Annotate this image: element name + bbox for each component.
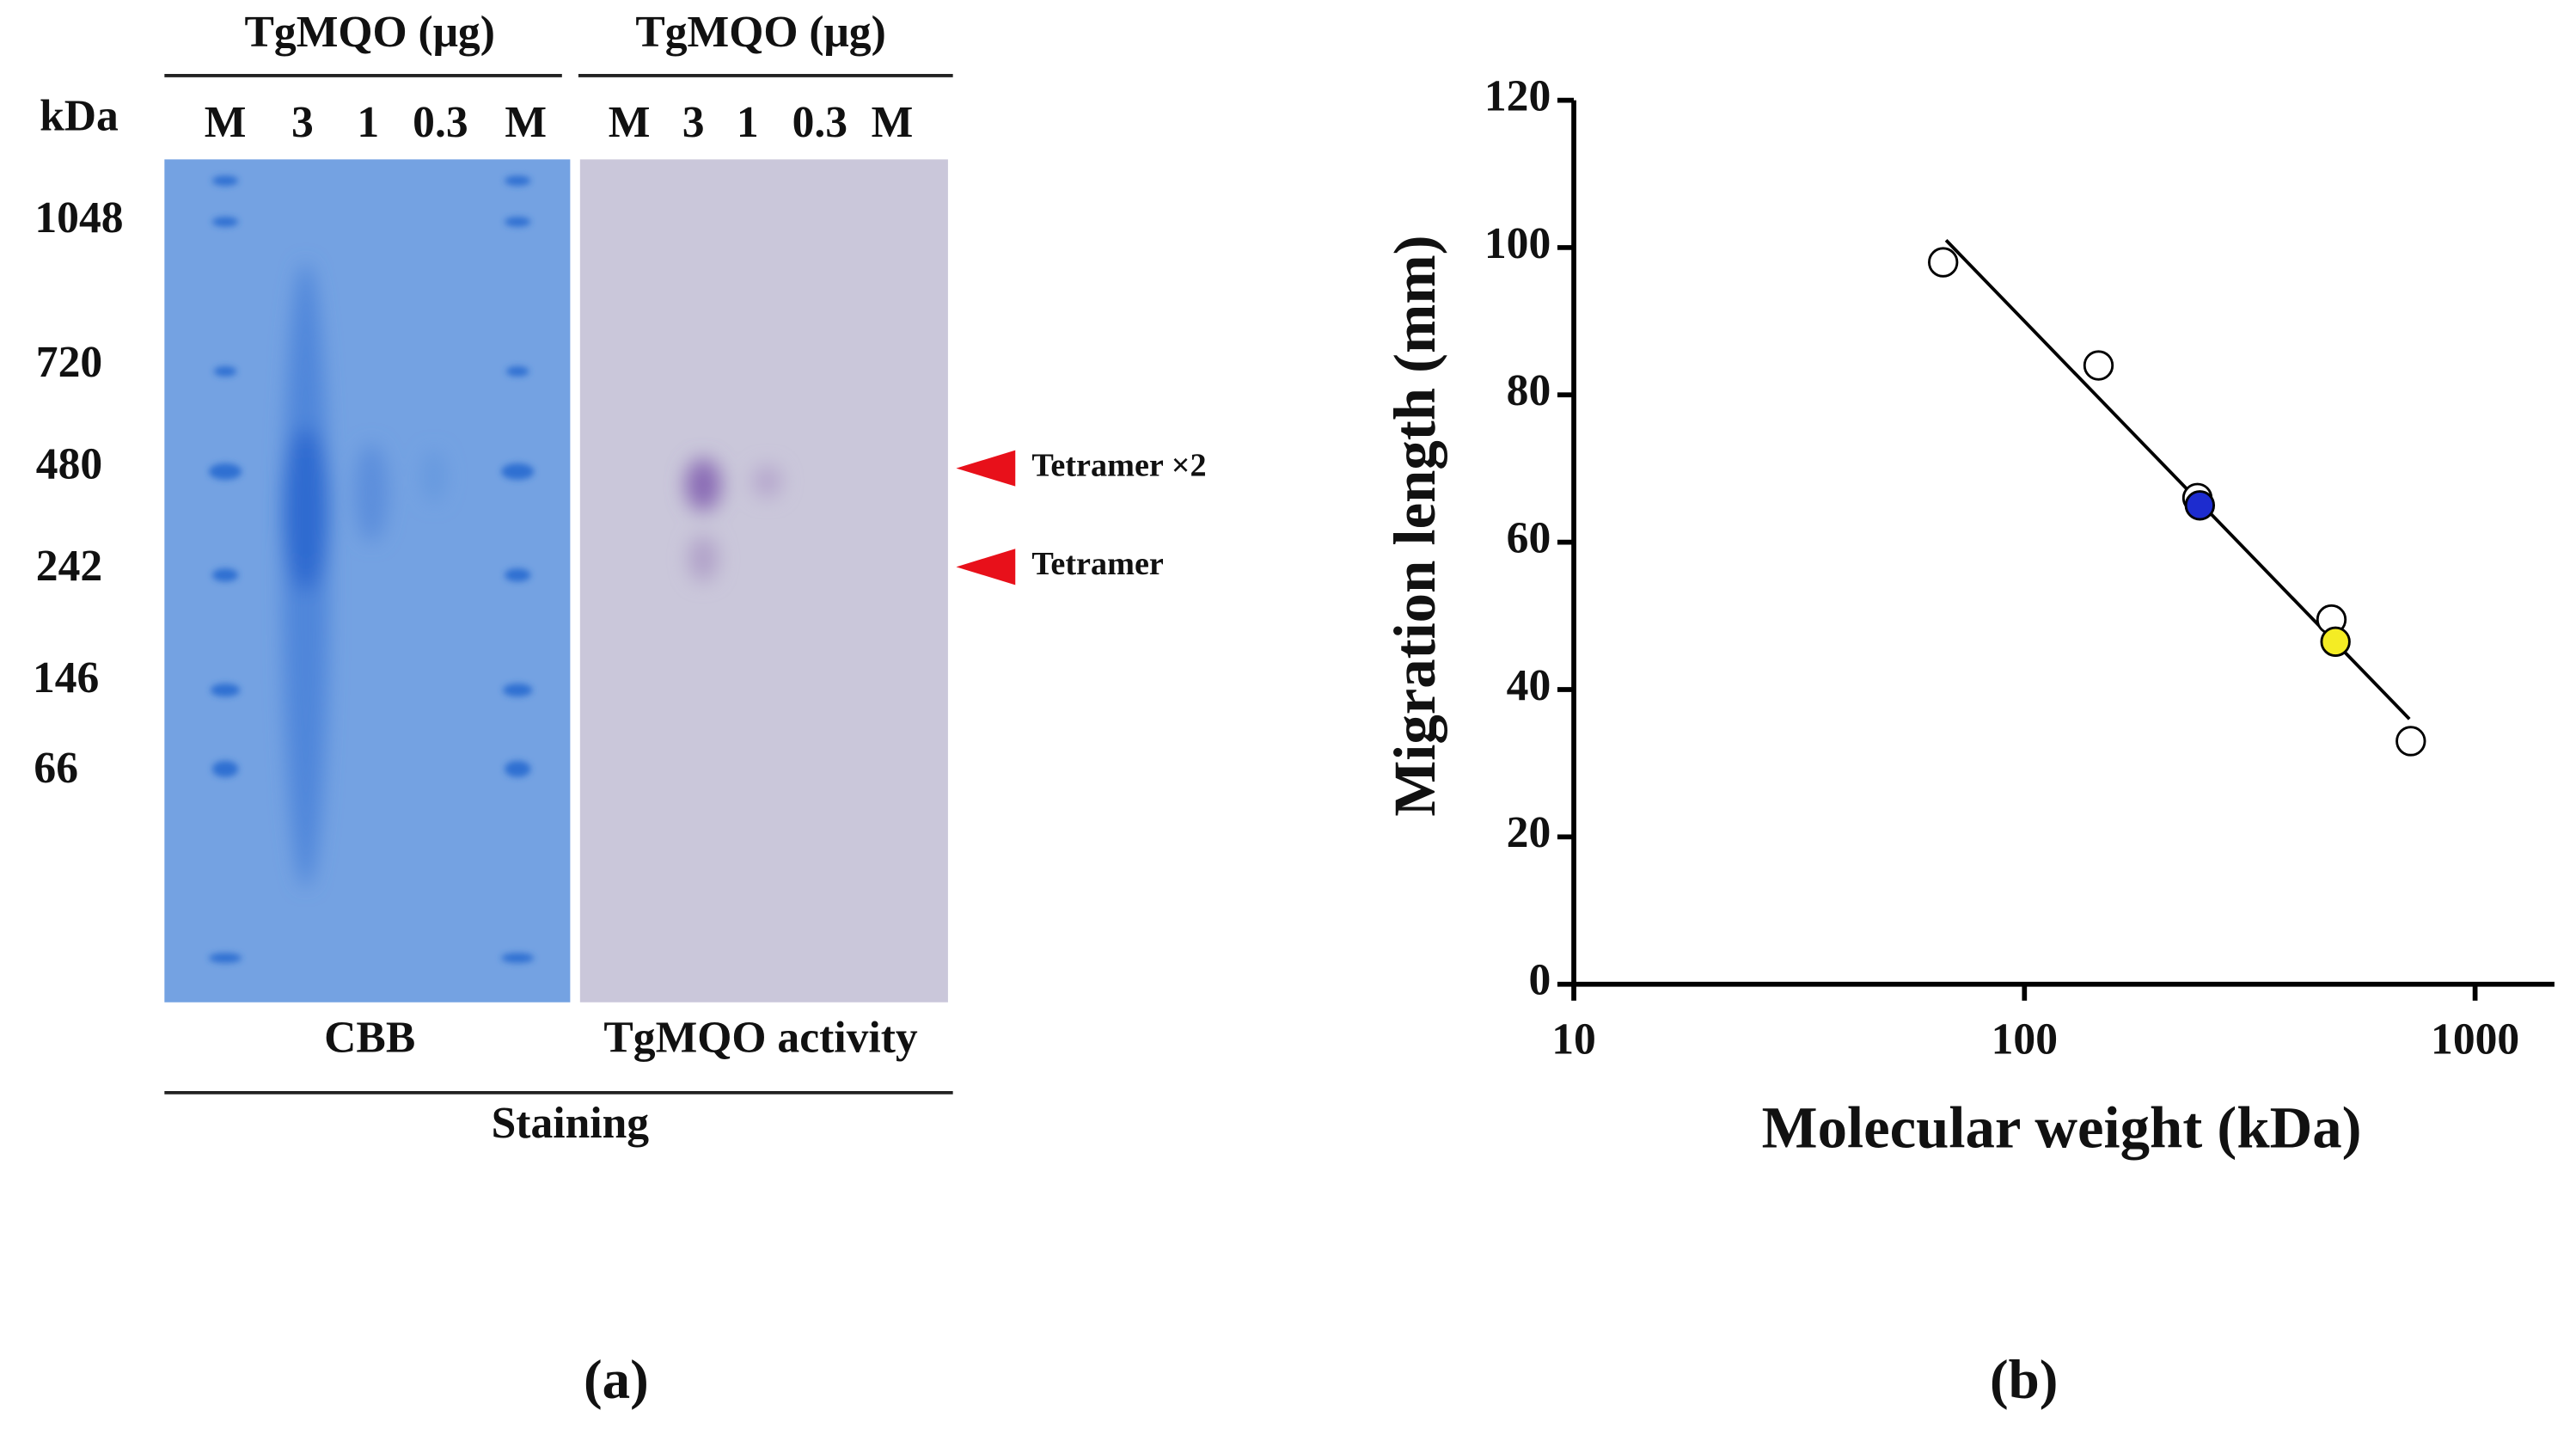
x-tick-label: 1000 — [2431, 1015, 2519, 1064]
point — [1928, 247, 1959, 278]
stain-group: Staining — [492, 1099, 650, 1148]
unit-label: kDa — [40, 91, 119, 140]
group-header: TgMQO (μg) — [245, 8, 495, 57]
panel-label: (b) — [1990, 1349, 2058, 1411]
sample-smear — [282, 262, 446, 887]
panel-label: (a) — [584, 1349, 649, 1411]
arrow-label: Tetramer — [1031, 546, 1164, 582]
lane-label: M — [505, 98, 547, 147]
y-tick-label: 20 — [1507, 808, 1551, 857]
stain-label: CBB — [324, 1013, 415, 1062]
point — [2320, 626, 2351, 657]
activity-gel — [579, 159, 948, 1003]
y-tick-label: 80 — [1507, 366, 1551, 415]
y-tick-label: 100 — [1484, 219, 1551, 268]
marker-label: 1048 — [34, 193, 123, 242]
lane-label: 3 — [291, 98, 314, 147]
y-tick-label: 120 — [1484, 71, 1551, 120]
cbb-gel — [164, 159, 571, 1003]
arrow — [956, 549, 1016, 586]
marker-lane — [208, 175, 535, 963]
lane-label: M — [205, 98, 247, 147]
point — [2184, 490, 2216, 521]
lane-label: 1 — [357, 98, 379, 147]
marker-label: 66 — [34, 744, 78, 793]
activity-band — [685, 458, 782, 582]
marker-label: 242 — [36, 542, 102, 591]
lane-label: M — [872, 98, 914, 147]
lane-label: 0.3 — [792, 98, 847, 147]
marker-label: 480 — [36, 439, 102, 488]
stain-label: TgMQO activity — [603, 1013, 917, 1062]
y-tick-label: 60 — [1507, 513, 1551, 562]
gel-panel: TgMQO (μg) TgMQO (μg) kDa M 3 1 0.3 M M … — [33, 8, 1207, 1411]
arrow-label: Tetramer ×2 — [1031, 447, 1206, 483]
arrow — [956, 450, 1016, 487]
marker-label: 720 — [36, 338, 102, 387]
y-tick-label: 0 — [1528, 956, 1551, 1005]
lane-label: 3 — [682, 98, 705, 147]
lane-label: 1 — [737, 98, 759, 147]
point — [2083, 350, 2114, 381]
lane-label: 0.3 — [413, 98, 468, 147]
point — [2395, 726, 2426, 757]
x-tick-label: 100 — [1992, 1015, 2058, 1064]
scatter-chart: Molecular weight (kDa) Migration length … — [1382, 71, 2555, 1411]
group-header: TgMQO (μg) — [635, 8, 885, 57]
x-tick-label: 10 — [1551, 1015, 1596, 1064]
marker-label: 146 — [33, 653, 99, 702]
y-tick-label: 40 — [1507, 661, 1551, 710]
lane-label: M — [609, 98, 651, 147]
y-axis-label: Migration length (mm) — [1382, 235, 1447, 816]
x-axis-label: Molecular weight (kDa) — [1762, 1095, 2362, 1160]
